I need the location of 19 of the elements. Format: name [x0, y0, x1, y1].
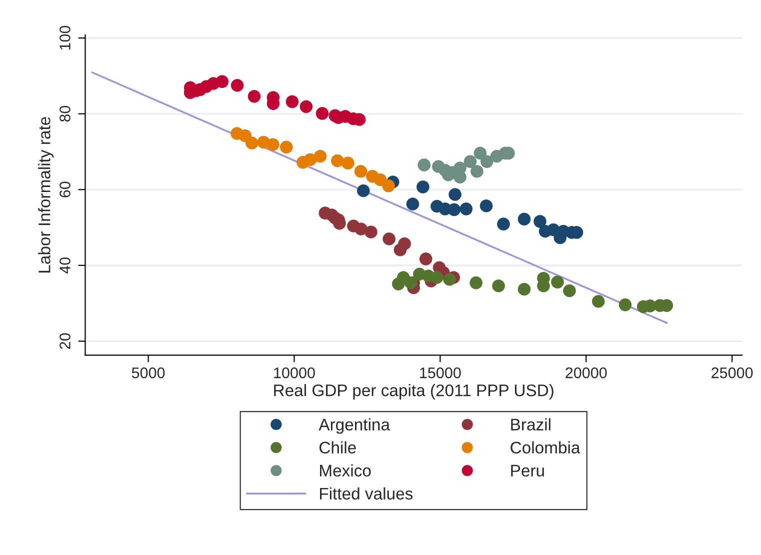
x-axis-title: Real GDP per capita (2011 PPP USD) — [274, 384, 554, 400]
x-tick-label: 25000 — [712, 367, 753, 378]
y-tick-label: 40 — [60, 257, 70, 274]
y-axis-title: Labor Informality rate — [38, 117, 54, 272]
y-tick-label: 60 — [60, 182, 70, 198]
legend-label: Colombia — [510, 441, 580, 454]
legend-label: Argentina — [318, 418, 390, 434]
y-tick-label: 20 — [60, 333, 70, 349]
legend-label: Fitted values — [320, 487, 413, 500]
legend-label: Chile — [320, 441, 356, 454]
legend-label: Mexico — [320, 464, 371, 477]
legend-label: Peru — [511, 464, 544, 477]
x-tick-label: 5000 — [132, 367, 165, 378]
legend-label: Brazil — [511, 418, 550, 430]
y-tick-label: 80 — [60, 106, 70, 122]
y-tick-label: 100 — [60, 26, 70, 50]
x-tick-label: 15000 — [420, 367, 461, 378]
x-tick-label: 20000 — [566, 367, 607, 378]
x-tick-label: 10000 — [274, 367, 315, 378]
